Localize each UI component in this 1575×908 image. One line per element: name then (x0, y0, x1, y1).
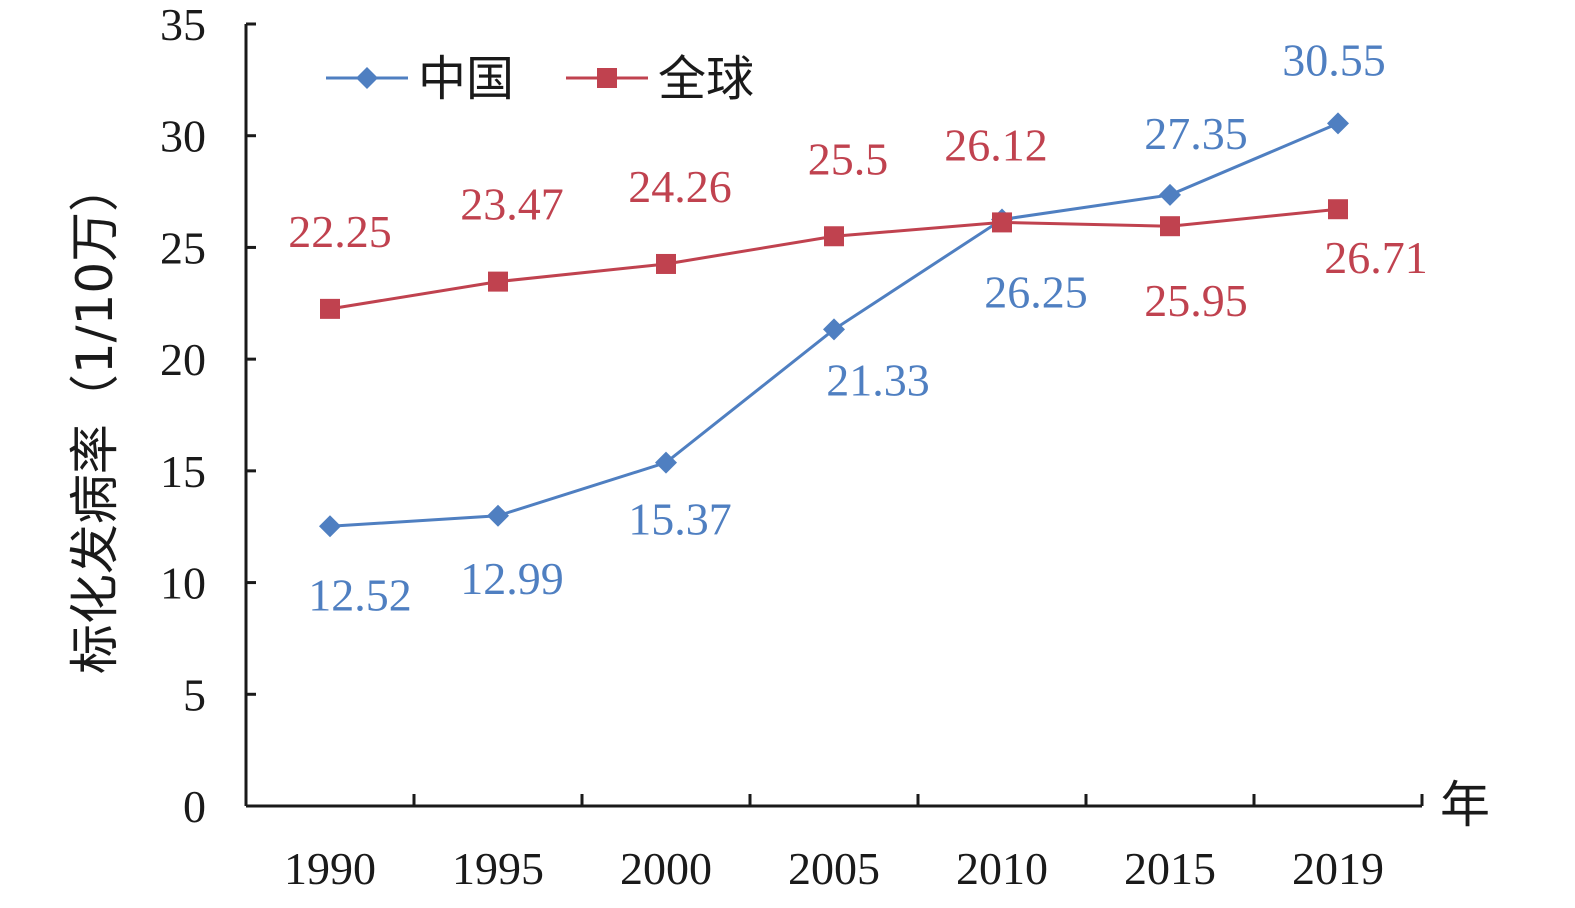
data-label: 25.5 (808, 133, 889, 184)
y-tick-label: 15 (160, 446, 206, 497)
point-marker (488, 271, 508, 292)
axes: 0 5 10 15 20 25 30 35 1990 1995 2000 2005 2010 2015 20… (160, 0, 1424, 894)
data-label: 21.33 (826, 354, 930, 405)
x-tick-label: 2010 (956, 843, 1048, 894)
data-label: 12.99 (460, 553, 564, 604)
x-tick-label: 2015 (1124, 843, 1216, 894)
data-labels-layer: 12.52 12.99 15.37 21.33 26.25 27.35 30.55 22.25… (288, 34, 1428, 620)
y-axis-title: 标化发病率（1/10万） (66, 162, 124, 674)
x-tick-label: 1995 (452, 843, 544, 894)
y-tick-label: 30 (160, 111, 206, 162)
x-tick-label: 2005 (788, 843, 880, 894)
x-tick-label: 2019 (1292, 843, 1384, 894)
data-label: 26.25 (984, 267, 1088, 318)
x-axis-title: 年 (1440, 776, 1490, 834)
legend-marker (356, 67, 378, 89)
legend-label: 中国 (418, 51, 514, 107)
data-label: 24.26 (628, 161, 732, 212)
y-tick-label: 25 (160, 222, 206, 273)
legend: 中国 全球 (326, 51, 754, 107)
series-layer (319, 112, 1349, 538)
legend-label: 全球 (658, 51, 754, 107)
point-marker (487, 504, 509, 527)
x-tick-label: 1990 (284, 843, 376, 894)
legend-marker (597, 68, 617, 88)
point-marker (823, 318, 845, 341)
point-marker (1328, 199, 1348, 220)
point-marker (655, 451, 677, 474)
point-marker (1160, 216, 1180, 237)
x-tick-label: 2000 (620, 843, 712, 894)
data-label: 22.25 (288, 206, 392, 257)
data-label: 23.47 (460, 179, 564, 230)
data-label: 30.55 (1282, 34, 1386, 85)
point-marker (656, 253, 676, 274)
data-label: 26.71 (1324, 232, 1428, 283)
y-tick-label: 20 (160, 334, 206, 385)
series-global (320, 199, 1348, 319)
data-label: 12.52 (308, 569, 412, 620)
y-tick-label: 35 (160, 0, 206, 50)
legend-item: 全球 (566, 51, 754, 107)
y-tick-label: 0 (183, 781, 206, 832)
legend-item: 中国 (326, 51, 514, 107)
point-marker (992, 212, 1012, 233)
data-label: 25.95 (1144, 275, 1248, 326)
point-marker (319, 515, 341, 538)
y-tick-label: 10 (160, 558, 206, 609)
data-label: 15.37 (628, 494, 732, 545)
y-tick-label: 5 (183, 669, 206, 720)
point-marker (1327, 112, 1349, 135)
data-label: 27.35 (1144, 108, 1248, 159)
point-marker (320, 298, 340, 319)
point-marker (824, 226, 844, 247)
point-marker (1159, 183, 1181, 206)
data-label: 26.12 (944, 119, 1048, 170)
